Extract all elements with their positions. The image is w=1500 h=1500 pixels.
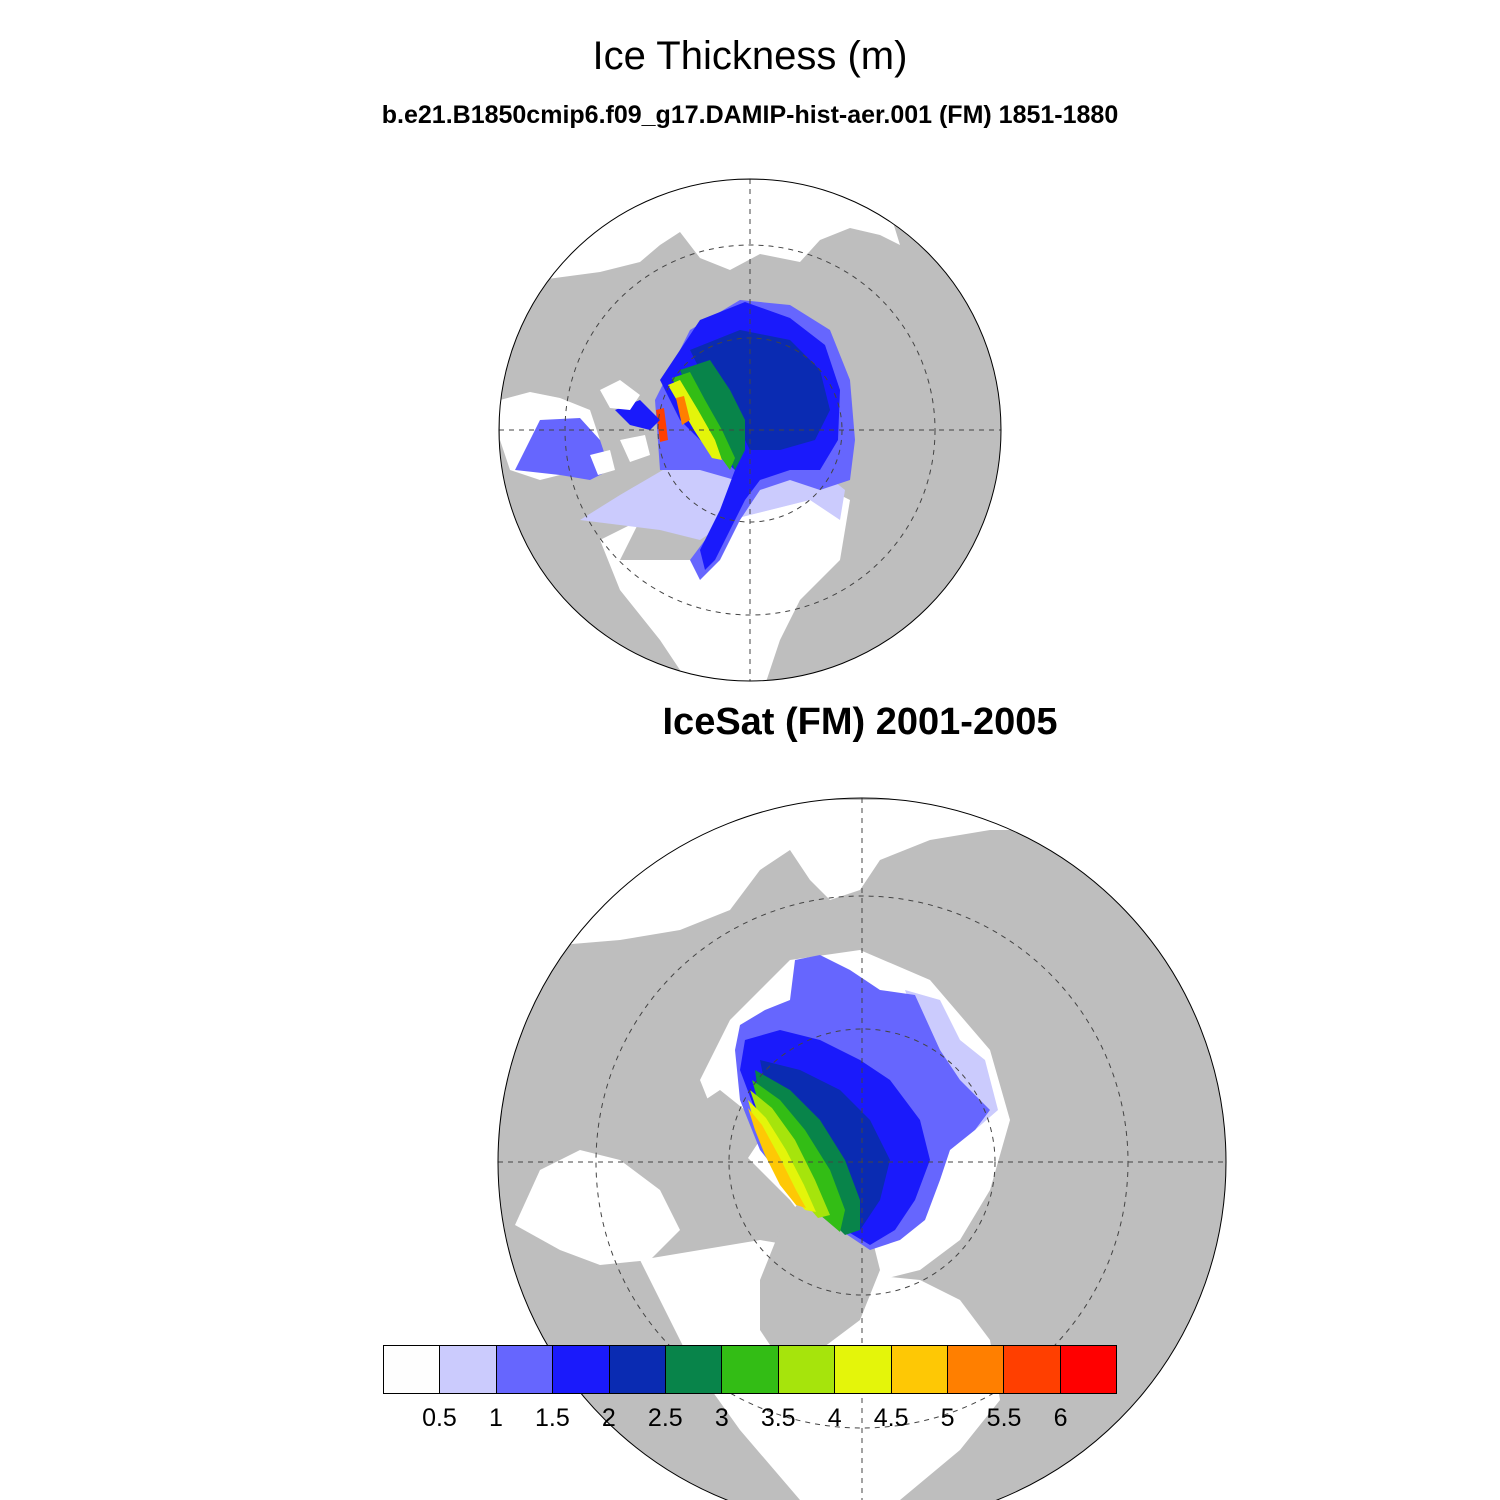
colorbar-swatch-0	[384, 1346, 441, 1393]
map1-border	[498, 178, 1002, 682]
map2-archipelago	[640, 1090, 760, 1190]
colorbar-swatch-11	[1004, 1346, 1061, 1393]
colorbar-label: 4	[827, 1404, 842, 1432]
colorbar-swatch-4	[609, 1346, 666, 1393]
icesat-polar-map	[497, 797, 1227, 1500]
map2-ice-gold	[748, 1108, 806, 1208]
colorbar-label: 4.5	[873, 1404, 909, 1432]
map1-archipelago-islands	[590, 380, 650, 475]
panel2-title: IceSat (FM) 2001-2005	[662, 701, 1058, 743]
map2-ice-lime	[750, 1090, 830, 1218]
colorbar-swatch-10	[947, 1346, 1005, 1393]
map1-ice-hudson	[515, 418, 610, 480]
figure-title: Ice Thickness (m)	[592, 34, 908, 78]
colorbar-swatch-12	[1060, 1346, 1117, 1393]
map1-ice-darkblue	[690, 330, 830, 450]
colorbar-swatch-5	[665, 1346, 723, 1393]
colorbar	[383, 1345, 1117, 1394]
colorbar-label: 3	[714, 1404, 729, 1432]
colorbar-label: 0.5	[422, 1404, 457, 1432]
colorbar-swatch-3	[553, 1346, 610, 1393]
colorbar-labels: 0.5 1 1.5 2 2.5 3 3.5 4 4.5 5 5.5 6	[0, 1404, 1500, 1434]
map2-graticule	[498, 798, 1226, 1500]
colorbar-swatch-7	[778, 1346, 836, 1393]
model-polar-map	[498, 178, 1002, 682]
colorbar-swatch-6	[722, 1346, 779, 1393]
colorbar-label: 5.5	[986, 1404, 1022, 1432]
map2-border	[497, 797, 1227, 1500]
colorbar-label: 6	[1053, 1404, 1068, 1432]
colorbar-label: 5	[940, 1404, 955, 1432]
colorbar-swatch-8	[835, 1346, 892, 1393]
colorbar-label: 1	[488, 1404, 503, 1432]
colorbar-label: 2	[601, 1404, 616, 1432]
map1-graticule	[499, 179, 1001, 681]
colorbar-swatch-9	[891, 1346, 948, 1393]
colorbar-swatch-1	[440, 1346, 497, 1393]
colorbar-label: 2.5	[647, 1404, 683, 1432]
colorbar-label: 1.5	[534, 1404, 570, 1432]
map2-ocean-hudson	[515, 1150, 680, 1265]
colorbar-swatch-2	[496, 1346, 554, 1393]
colorbar-label: 3.5	[760, 1404, 796, 1432]
map1-ice-orange	[676, 396, 690, 425]
panel1-subtitle: b.e21.B1850cmip6.f09_g17.DAMIP-hist-aer.…	[381, 101, 1119, 129]
map2-ice-yellow	[748, 1100, 816, 1212]
